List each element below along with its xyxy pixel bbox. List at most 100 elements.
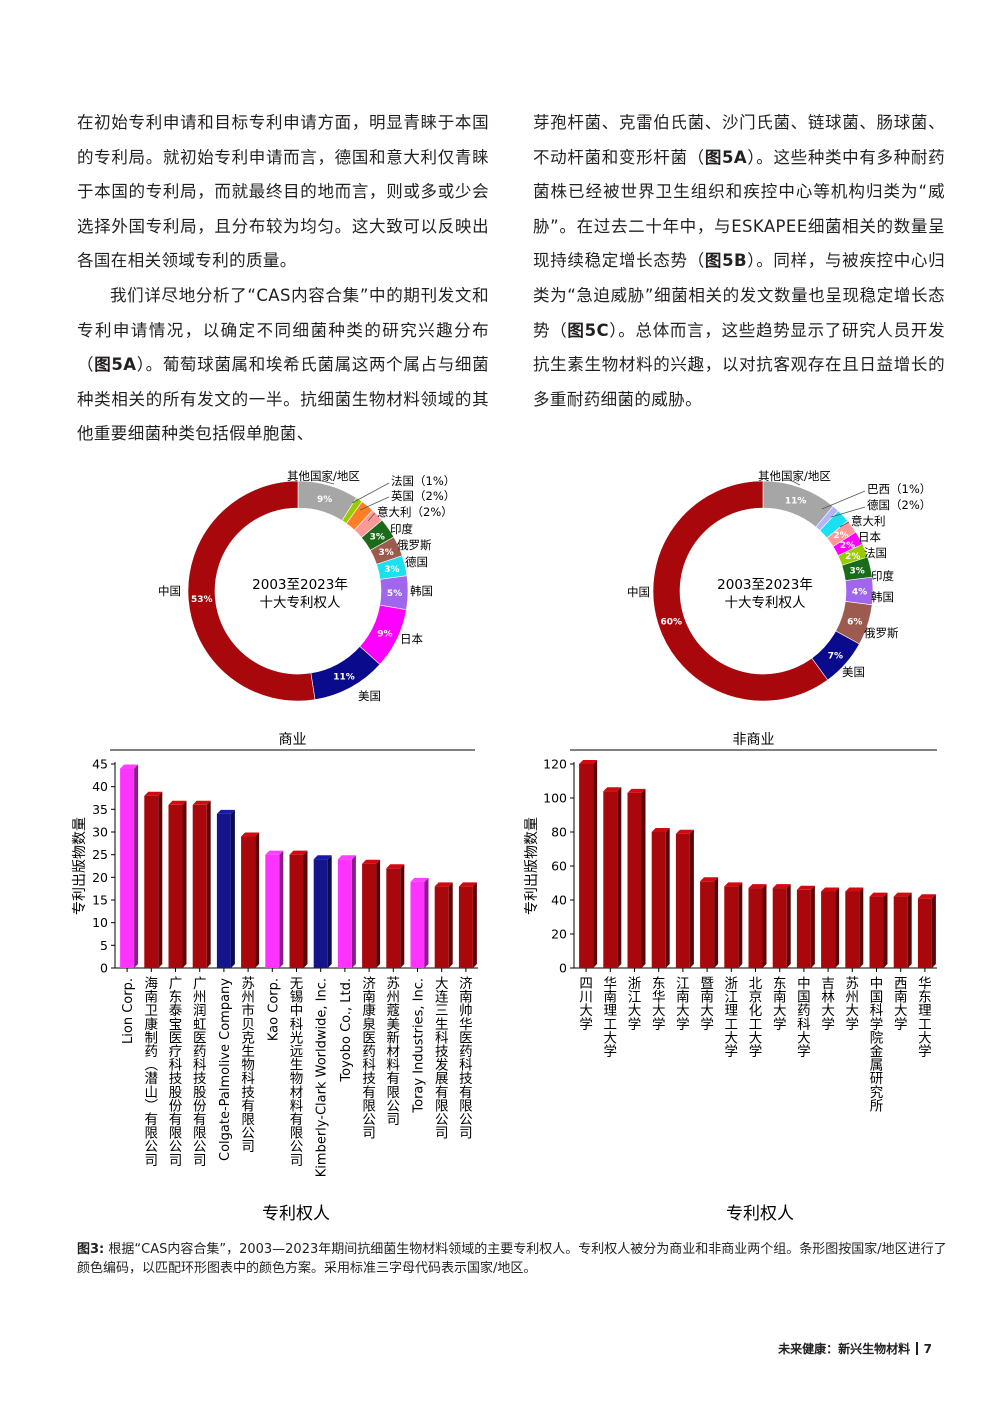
slice-value-label: 53% bbox=[191, 595, 213, 605]
y-tick-label: 30 bbox=[92, 825, 108, 840]
x-category-label: 北京化工大学 bbox=[749, 976, 763, 1060]
x-category-label: 四川大学 bbox=[579, 976, 593, 1033]
bar-top bbox=[869, 892, 888, 897]
bar-side bbox=[376, 859, 381, 968]
x-category-label: Kao Corp. bbox=[266, 978, 281, 1041]
x-category-label: 无锡中科光远生物材料有限公司 bbox=[290, 976, 304, 1169]
paragraph-text: ）。同样，与被疾控中心归类为“急迫威胁”细菌相关的发文数量也呈现稳定增长态势（ bbox=[533, 251, 945, 340]
y-tick-label: 120 bbox=[543, 757, 567, 772]
bar-top bbox=[845, 887, 864, 892]
bar-top bbox=[120, 764, 139, 769]
donut-center-label: 2003至2023年 bbox=[717, 577, 813, 593]
bar bbox=[410, 881, 425, 968]
slice-value-label: 2% bbox=[840, 541, 855, 551]
bar-top bbox=[410, 877, 429, 882]
bar-top bbox=[168, 800, 187, 805]
bar-side bbox=[738, 882, 743, 968]
bar-side bbox=[158, 791, 163, 968]
slice-value-label: 5% bbox=[387, 589, 402, 599]
x-axis-title: 专利权人 bbox=[726, 1204, 794, 1224]
bar-top bbox=[144, 791, 163, 796]
y-tick-label: 25 bbox=[92, 847, 108, 862]
bar-side bbox=[472, 882, 477, 968]
chart-title: 非商业 bbox=[733, 732, 775, 748]
bar-side bbox=[448, 882, 453, 968]
slice-category-label: 法国（1%） bbox=[391, 474, 455, 488]
bar-side bbox=[303, 850, 308, 968]
bar-side bbox=[665, 828, 670, 968]
leader-line bbox=[367, 512, 376, 522]
y-axis-title: 专利出版物数量 bbox=[524, 817, 540, 915]
bar-top bbox=[458, 882, 477, 887]
x-axis-title: 专利权人 bbox=[262, 1204, 330, 1224]
text-column-left: 在初始专利申请和目标专利申请方面，明显青睐于本国的专利局。就初始专利申请而言，德… bbox=[77, 106, 489, 452]
bar-top bbox=[821, 887, 840, 892]
x-category-label: Toyobo Co., Ltd. bbox=[339, 978, 354, 1083]
bar-top bbox=[772, 884, 791, 889]
x-category-label: Kimberly-Clark Worldwide, Inc. bbox=[315, 978, 330, 1177]
slice-value-label: 3% bbox=[384, 565, 399, 575]
bar-top bbox=[579, 760, 598, 764]
slice-value-label: 11% bbox=[785, 497, 807, 507]
bar bbox=[434, 886, 449, 968]
bar-side bbox=[786, 884, 791, 968]
bar bbox=[289, 854, 304, 968]
slice-category-label: 美国 bbox=[358, 689, 381, 703]
x-category-label: Toray Industries, Inc. bbox=[412, 978, 427, 1114]
bar-side bbox=[230, 809, 235, 968]
slice-category-label: 俄罗斯 bbox=[864, 626, 899, 640]
bar bbox=[192, 804, 207, 968]
bar-top bbox=[651, 828, 670, 832]
text-column-right: 芽孢杆菌、克雷伯氏菌、沙门氏菌、链球菌、肠球菌、不动杆菌和变形杆菌（图5A）。这… bbox=[533, 106, 945, 417]
donut-center-label: 2003至2023年 bbox=[252, 577, 348, 593]
x-category-label: 东华大学 bbox=[652, 976, 666, 1033]
leader-line bbox=[789, 479, 801, 486]
bar bbox=[579, 764, 594, 968]
bar-side bbox=[593, 760, 598, 968]
x-category-label: 广东泰宝医疗科技股份有限公司 bbox=[169, 976, 183, 1169]
slice-category-label: 俄罗斯 bbox=[397, 538, 432, 552]
bar bbox=[313, 859, 328, 968]
bar bbox=[821, 891, 836, 968]
y-tick-label: 45 bbox=[92, 757, 108, 772]
page-footer: 未来健康：新兴生物材料 7 bbox=[778, 1340, 932, 1357]
bar-top bbox=[289, 850, 308, 855]
x-category-label: 大连三生科技发展有限公司 bbox=[435, 976, 449, 1142]
bar-top bbox=[627, 788, 646, 793]
bar bbox=[241, 836, 256, 968]
chart-title: 商业 bbox=[279, 732, 307, 748]
bar-side bbox=[279, 850, 284, 968]
y-tick-label: 0 bbox=[559, 961, 567, 976]
slice-category-label: 韩国 bbox=[871, 590, 894, 604]
slice-value-label: 3% bbox=[370, 532, 385, 542]
bar-side bbox=[400, 864, 405, 968]
bar-side bbox=[351, 855, 356, 968]
bar-side bbox=[134, 764, 139, 968]
bar-top bbox=[796, 885, 815, 890]
paragraph: 在初始专利申请和目标专利申请方面，明显青睐于本国的专利局。就初始专利申请而言，德… bbox=[77, 113, 489, 271]
bar bbox=[216, 813, 231, 968]
slice-value-label: 3% bbox=[850, 566, 865, 576]
slice-value-label: 4% bbox=[852, 588, 867, 598]
x-category-label: 暨南大学 bbox=[700, 976, 714, 1033]
paragraph-text: 我们详尽地分析了“CAS内容合集”中的期刊发文和专利申请情况，以确定不同细菌种类… bbox=[77, 285, 489, 375]
slice-category-label: 巴西（1%） bbox=[867, 482, 931, 496]
slice-category-label: 日本 bbox=[400, 632, 423, 646]
bar-top bbox=[675, 829, 694, 834]
slice-category-label: 美国 bbox=[842, 665, 865, 679]
bar bbox=[724, 886, 739, 968]
bar-top bbox=[603, 787, 622, 792]
leader-line bbox=[830, 506, 866, 518]
bar-side bbox=[883, 892, 888, 968]
leader-line bbox=[821, 490, 866, 510]
bar bbox=[675, 833, 690, 968]
donut-slice bbox=[187, 480, 316, 702]
bar-side bbox=[327, 855, 332, 968]
y-tick-label: 20 bbox=[92, 870, 108, 885]
slice-category-label: 德国（2%） bbox=[867, 498, 931, 512]
bar-top bbox=[313, 855, 332, 860]
bar-top bbox=[917, 894, 936, 899]
y-tick-label: 5 bbox=[100, 938, 108, 953]
bar-chart-commercial: 商业 0 5 10 15 20 25 30 35 40 45 专利出版物数量 Lion Corp. 海南卫… bbox=[72, 732, 478, 1224]
bar-side bbox=[641, 788, 646, 968]
